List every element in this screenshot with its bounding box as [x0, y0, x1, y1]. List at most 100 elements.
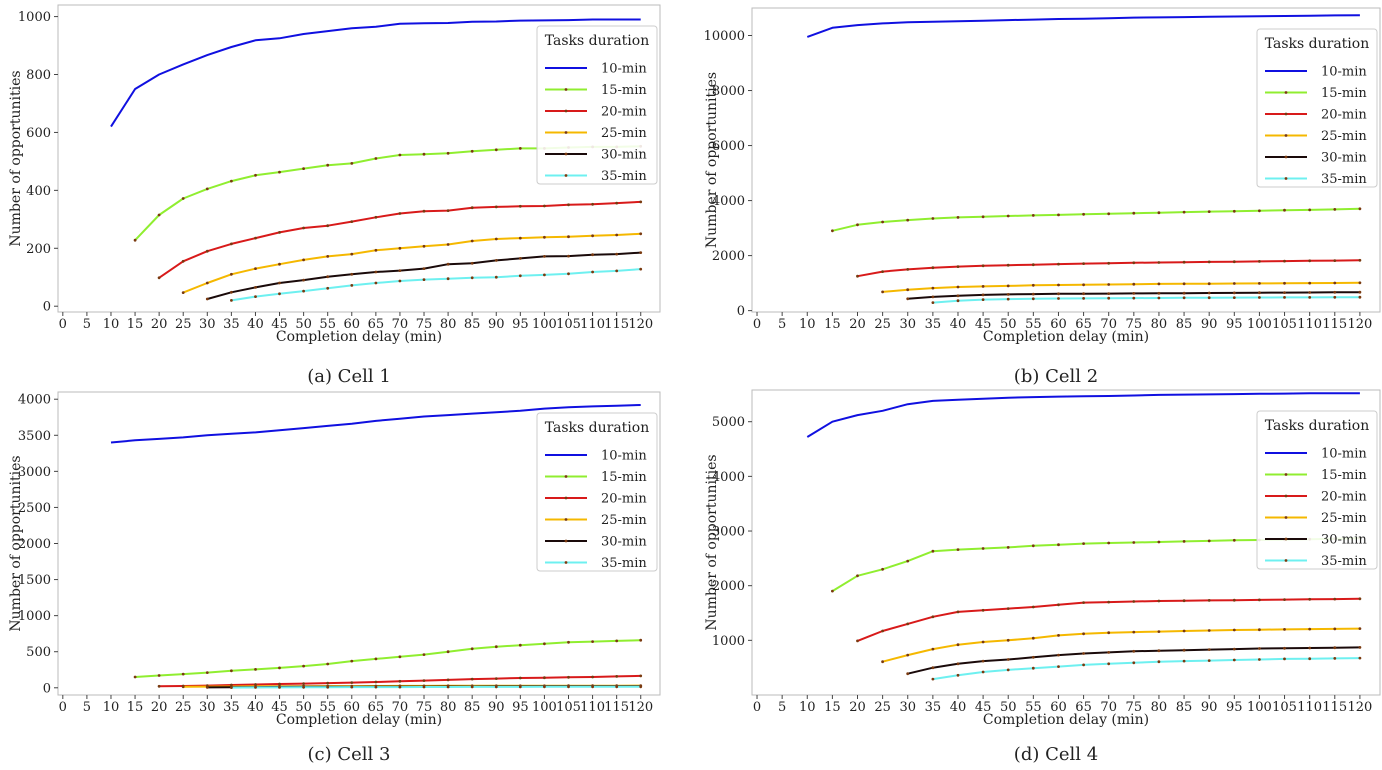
data-point [1031, 544, 1035, 548]
x-tick-label: 5 [778, 317, 786, 332]
x-tick-label: 0 [59, 317, 67, 332]
data-point [1082, 542, 1085, 545]
data-point [1132, 630, 1136, 634]
x-tick-label: 85 [1176, 317, 1193, 332]
legend-marker [564, 131, 568, 134]
data-point [470, 685, 474, 689]
y-tick-label: 0 [737, 304, 745, 319]
series-line-25-min [182, 232, 641, 294]
x-tick-label: 115 [1322, 317, 1347, 332]
data-point [639, 200, 643, 204]
data-point [374, 270, 378, 274]
data-point [494, 645, 498, 649]
x-tick-label: 35 [925, 700, 942, 715]
data-point [1006, 658, 1010, 661]
data-point [567, 235, 570, 239]
legend-label-25-min: 25-min [1321, 511, 1367, 526]
x-tick-label: 50 [295, 700, 312, 715]
data-point [956, 216, 960, 219]
y-tick-label: 500 [26, 645, 51, 660]
y-tick-label: 1000 [18, 609, 51, 624]
data-point [1107, 631, 1111, 635]
data-point [446, 685, 450, 689]
data-point [1157, 599, 1161, 603]
data-point [956, 673, 960, 677]
data-point [1157, 211, 1161, 215]
data-point [543, 255, 546, 258]
x-tick-label: 55 [1025, 700, 1042, 715]
data-point [1132, 211, 1136, 215]
data-point [615, 233, 619, 237]
data-point [881, 270, 884, 273]
data-point [278, 666, 281, 670]
data-point [1207, 291, 1211, 295]
data-point [1358, 597, 1362, 601]
x-tick-label: 60 [344, 317, 361, 332]
legend-marker [564, 88, 568, 91]
data-point [831, 229, 834, 233]
data-point [374, 157, 378, 160]
y-axis-label: Number of opportunities [704, 454, 720, 630]
x-tick-label: 35 [925, 317, 942, 332]
data-point [591, 234, 594, 238]
legend-title: Tasks duration [545, 33, 649, 49]
data-point [591, 202, 594, 206]
legend-label-35-min: 35-min [601, 169, 647, 184]
x-tick-label: 30 [899, 317, 916, 332]
data-point [494, 275, 498, 279]
data-point [254, 286, 257, 289]
data-point [881, 629, 884, 633]
x-tick-label: 45 [975, 700, 992, 715]
x-tick-label: 15 [127, 700, 144, 715]
data-point [398, 279, 402, 283]
data-point [906, 288, 910, 292]
data-point [398, 685, 402, 689]
data-point [422, 653, 426, 656]
data-point [1283, 281, 1286, 285]
series-line-25-min [882, 627, 1360, 663]
x-tick-label: 40 [950, 317, 967, 332]
data-point [1057, 283, 1060, 287]
x-tick-label: 35 [223, 317, 240, 332]
data-point [470, 206, 474, 210]
data-point [1308, 259, 1312, 263]
y-tick-label: 10000 [704, 29, 745, 44]
data-point [326, 286, 330, 290]
data-point [446, 678, 450, 682]
panel-caption: (c) Cell 3 [308, 744, 391, 765]
series-line-25-min [882, 281, 1360, 293]
chart-panel-3: 0 5 10 15 20 25 30 35 40 45 50 55 60 65 70 75 80 85 90 95 10… [8, 391, 661, 765]
data-point [1308, 627, 1312, 631]
data-point [254, 267, 257, 270]
legend-marker [1284, 177, 1288, 180]
data-point [615, 675, 619, 678]
data-point [1333, 281, 1337, 285]
data-point [1358, 295, 1362, 299]
data-point [1207, 648, 1211, 651]
data-point [931, 217, 935, 220]
series-line-10-min [806, 392, 1360, 438]
x-tick-label: 55 [319, 700, 336, 715]
data-point [1107, 296, 1111, 300]
data-point [1157, 261, 1161, 264]
data-point [639, 232, 643, 236]
x-tick-label: 85 [1176, 700, 1193, 715]
data-point [1082, 663, 1085, 667]
data-point [1107, 283, 1111, 286]
data-point [1057, 292, 1060, 296]
data-point [1057, 665, 1060, 668]
data-point [906, 653, 910, 657]
y-tick-label: 3000 [18, 465, 51, 480]
data-point [422, 267, 426, 270]
data-point [350, 284, 354, 287]
data-point [1258, 296, 1261, 299]
data-point [1182, 282, 1186, 286]
y-tick-label: 4000 [18, 393, 51, 408]
data-point [931, 615, 935, 619]
x-tick-label: 25 [175, 700, 192, 715]
data-point [326, 681, 330, 685]
x-tick-label: 120 [628, 700, 653, 715]
data-point [254, 295, 257, 298]
legend-marker [564, 496, 568, 500]
